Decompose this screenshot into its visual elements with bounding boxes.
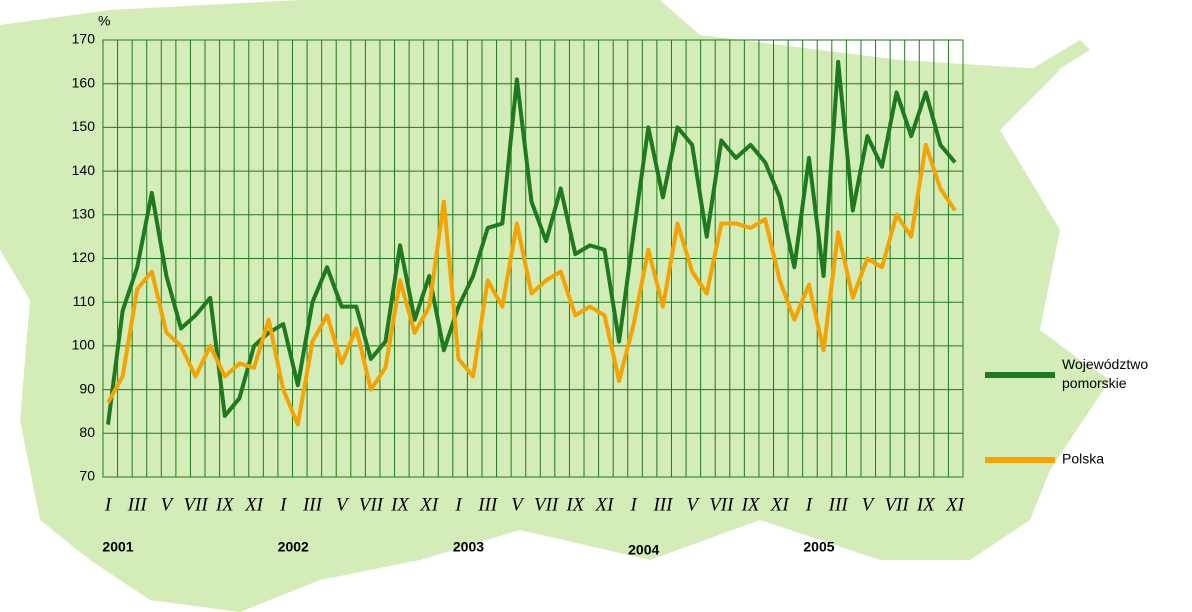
x-tick-label: IX — [916, 494, 936, 515]
x-tick-label: IX — [215, 494, 235, 515]
series-line — [106, 59, 957, 425]
y-tick-label: 160 — [72, 74, 96, 90]
x-tick-label: V — [511, 494, 525, 515]
legend-label: Polska — [1062, 451, 1104, 467]
y-tick-label: 90 — [79, 380, 95, 396]
x-tick-label: XI — [945, 494, 966, 515]
x-tick-label: IX — [390, 494, 410, 515]
x-tick-label: III — [127, 494, 149, 515]
year-label: 2004 — [628, 542, 659, 558]
x-tick-label: I — [630, 494, 639, 515]
y-tick-label: 140 — [72, 162, 96, 178]
legend-label: Województwo pomorskie — [1062, 356, 1148, 391]
x-tick-label: III — [477, 494, 499, 515]
x-tick-label: III — [828, 494, 850, 515]
x-tick-label: I — [279, 494, 288, 515]
x-tick-label: V — [336, 494, 350, 515]
x-tick-label: IX — [565, 494, 585, 515]
x-tick-label: XI — [770, 494, 791, 515]
year-label: 2003 — [453, 539, 484, 555]
y-tick-label: 170 — [72, 31, 96, 47]
x-tick-label: VII — [534, 494, 560, 515]
y-tick-label: 70 — [79, 468, 95, 484]
y-tick-label: 80 — [79, 424, 95, 440]
x-tick-label: VII — [884, 494, 910, 515]
year-label: 2001 — [102, 539, 133, 555]
y-tick-label: 110 — [73, 293, 96, 309]
year-label: 2005 — [803, 539, 834, 555]
x-tick-label: VII — [709, 494, 735, 515]
map-spit — [930, 40, 1090, 140]
x-tick-label: VII — [359, 494, 385, 515]
x-tick-label: I — [104, 494, 113, 515]
y-tick-label: 120 — [72, 249, 96, 265]
x-tick-label: V — [686, 494, 700, 515]
y-tick-label: 150 — [72, 118, 96, 134]
y-tick-label: 130 — [72, 206, 96, 222]
x-tick-label: IX — [741, 494, 761, 515]
x-tick-label: V — [161, 494, 175, 515]
x-tick-label: XI — [244, 494, 265, 515]
x-tick-label: VII — [183, 494, 209, 515]
x-tick-label: V — [862, 494, 876, 515]
series-line — [106, 142, 957, 427]
y-tick-label: 100 — [72, 337, 96, 353]
x-tick-label: III — [652, 494, 674, 515]
x-tick-label: I — [805, 494, 814, 515]
x-tick-label: XI — [595, 494, 616, 515]
y-axis-label: % — [98, 13, 110, 29]
x-tick-label: XI — [419, 494, 440, 515]
x-tick-label: I — [454, 494, 463, 515]
x-tick-label: III — [302, 494, 324, 515]
year-label: 2002 — [278, 539, 309, 555]
